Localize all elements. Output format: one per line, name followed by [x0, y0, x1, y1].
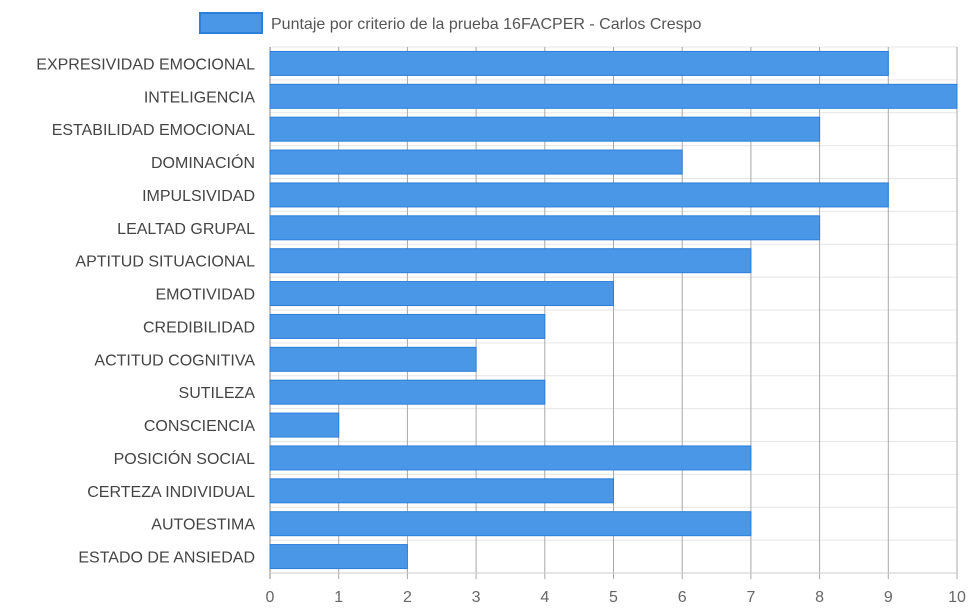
category-label: CERTEZA INDIVIDUAL	[87, 484, 255, 501]
bar[interactable]	[269, 313, 546, 339]
x-tick-label: 8	[815, 589, 824, 606]
category-label: ESTABILIDAD EMOCIONAL	[52, 122, 255, 139]
x-tick-label: 6	[678, 589, 687, 606]
bar[interactable]	[269, 544, 408, 570]
x-tick-label: 3	[472, 589, 481, 606]
category-label: INTELIGENCIA	[144, 89, 255, 106]
x-tick-label: 10	[948, 589, 966, 606]
bar[interactable]	[269, 182, 889, 208]
bar[interactable]	[269, 248, 752, 274]
category-label: IMPULSIVIDAD	[142, 188, 255, 205]
x-tick-label: 4	[540, 589, 549, 606]
bar[interactable]	[269, 379, 546, 405]
bar[interactable]	[269, 478, 614, 504]
legend[interactable]: Puntaje por criterio de la prueba 16FACP…	[199, 12, 702, 34]
category-label: ACTITUD COGNITIVA	[94, 352, 255, 369]
category-label: EMOTIVIDAD	[155, 287, 255, 304]
x-tick-label: 7	[746, 589, 755, 606]
category-label: POSICIÓN SOCIAL	[114, 449, 255, 468]
bar[interactable]	[269, 346, 477, 372]
bars	[269, 50, 958, 570]
x-tick-label: 2	[403, 589, 412, 606]
category-label: AUTOESTIMA	[151, 517, 255, 534]
bar[interactable]	[269, 83, 958, 109]
bar[interactable]	[269, 281, 614, 307]
bar[interactable]	[269, 149, 683, 175]
bar[interactable]	[269, 215, 821, 241]
x-tick-label: 9	[884, 589, 893, 606]
x-axis-tick-labels: 0 1 2 3 4 5 6 7 8 9 10	[266, 589, 966, 606]
category-label: SUTILEZA	[179, 385, 256, 402]
category-label: ESTADO DE ANSIEDAD	[78, 550, 255, 567]
legend-swatch	[199, 12, 263, 34]
category-label: CONSCIENCIA	[144, 418, 255, 435]
category-label: APTITUD SITUACIONAL	[75, 254, 255, 271]
category-label: EXPRESIVIDAD EMOCIONAL	[36, 56, 255, 73]
category-labels: EXPRESIVIDAD EMOCIONAL INTELIGENCIA ESTABI…	[36, 56, 255, 566]
x-tick-label: 1	[334, 589, 343, 606]
category-label: LEALTAD GRUPAL	[117, 221, 255, 238]
category-label: DOMINACIÓN	[151, 153, 255, 172]
bar[interactable]	[269, 50, 889, 76]
x-tick-label: 5	[609, 589, 618, 606]
bar[interactable]	[269, 445, 752, 471]
bar[interactable]	[269, 511, 752, 537]
bar[interactable]	[269, 412, 340, 438]
bar[interactable]	[269, 116, 821, 142]
x-tick-label: 0	[266, 589, 275, 606]
legend-label: Puntaje por criterio de la prueba 16FACP…	[271, 16, 702, 33]
category-label: CREDIBILIDAD	[143, 319, 255, 336]
